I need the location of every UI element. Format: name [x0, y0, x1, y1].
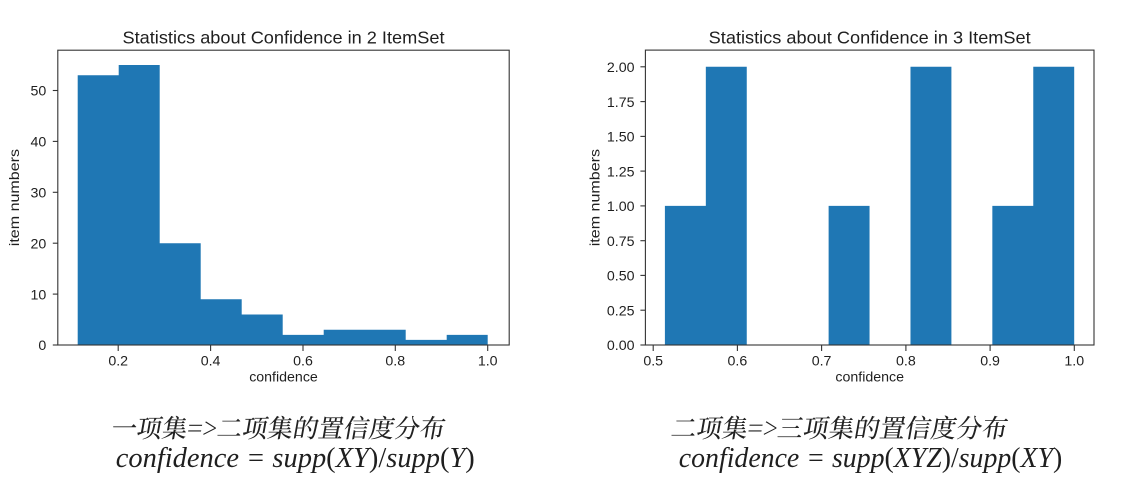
svg-text:0.8: 0.8 — [896, 354, 916, 370]
svg-text:50: 50 — [31, 84, 47, 100]
svg-text:Statistics about Confidence in: Statistics about Confidence in 2 ItemSet — [123, 28, 445, 48]
svg-text:0.50: 0.50 — [607, 269, 635, 285]
svg-text:0.6: 0.6 — [728, 354, 748, 370]
svg-text:0.6: 0.6 — [293, 354, 313, 370]
svg-text:0.8: 0.8 — [385, 354, 405, 370]
svg-text:confidence = supp(XY)/supp(Y): confidence = supp (XY)/supp(Y) — [116, 443, 475, 474]
svg-text:confidence: confidence — [249, 369, 318, 385]
svg-text:20: 20 — [31, 236, 47, 252]
svg-text:Statistics about Confidence in: Statistics about Confidence in 3 ItemSet — [709, 28, 1031, 48]
svg-text:0.2: 0.2 — [108, 354, 128, 370]
svg-text:0.4: 0.4 — [201, 354, 221, 370]
svg-text:10: 10 — [31, 287, 47, 303]
svg-text:1.25: 1.25 — [607, 164, 635, 180]
svg-text:confidence: confidence — [835, 369, 904, 385]
svg-text:40: 40 — [31, 135, 47, 151]
svg-text:0.7: 0.7 — [812, 354, 832, 370]
svg-text:0.9: 0.9 — [980, 354, 1000, 370]
svg-text:0.25: 0.25 — [607, 303, 635, 319]
svg-text:1.0: 1.0 — [1064, 354, 1084, 370]
svg-text:0.75: 0.75 — [607, 234, 635, 250]
svg-text:1.00: 1.00 — [607, 199, 635, 215]
svg-text:0.00: 0.00 — [607, 338, 635, 354]
svg-text:2.00: 2.00 — [607, 60, 635, 76]
svg-text:1.50: 1.50 — [607, 130, 635, 146]
svg-text:1.0: 1.0 — [478, 354, 498, 370]
svg-text:item numbers: item numbers — [587, 149, 603, 246]
svg-text:1.75: 1.75 — [607, 95, 635, 111]
svg-text:30: 30 — [31, 186, 47, 202]
svg-text:item numbers: item numbers — [7, 149, 23, 246]
svg-text:0.5: 0.5 — [643, 354, 663, 370]
svg-text:confidence = supp(XYZ)/supp(XY: confidence = supp(XYZ)/supp(XY) — [679, 443, 1062, 474]
svg-text:0: 0 — [38, 338, 46, 354]
